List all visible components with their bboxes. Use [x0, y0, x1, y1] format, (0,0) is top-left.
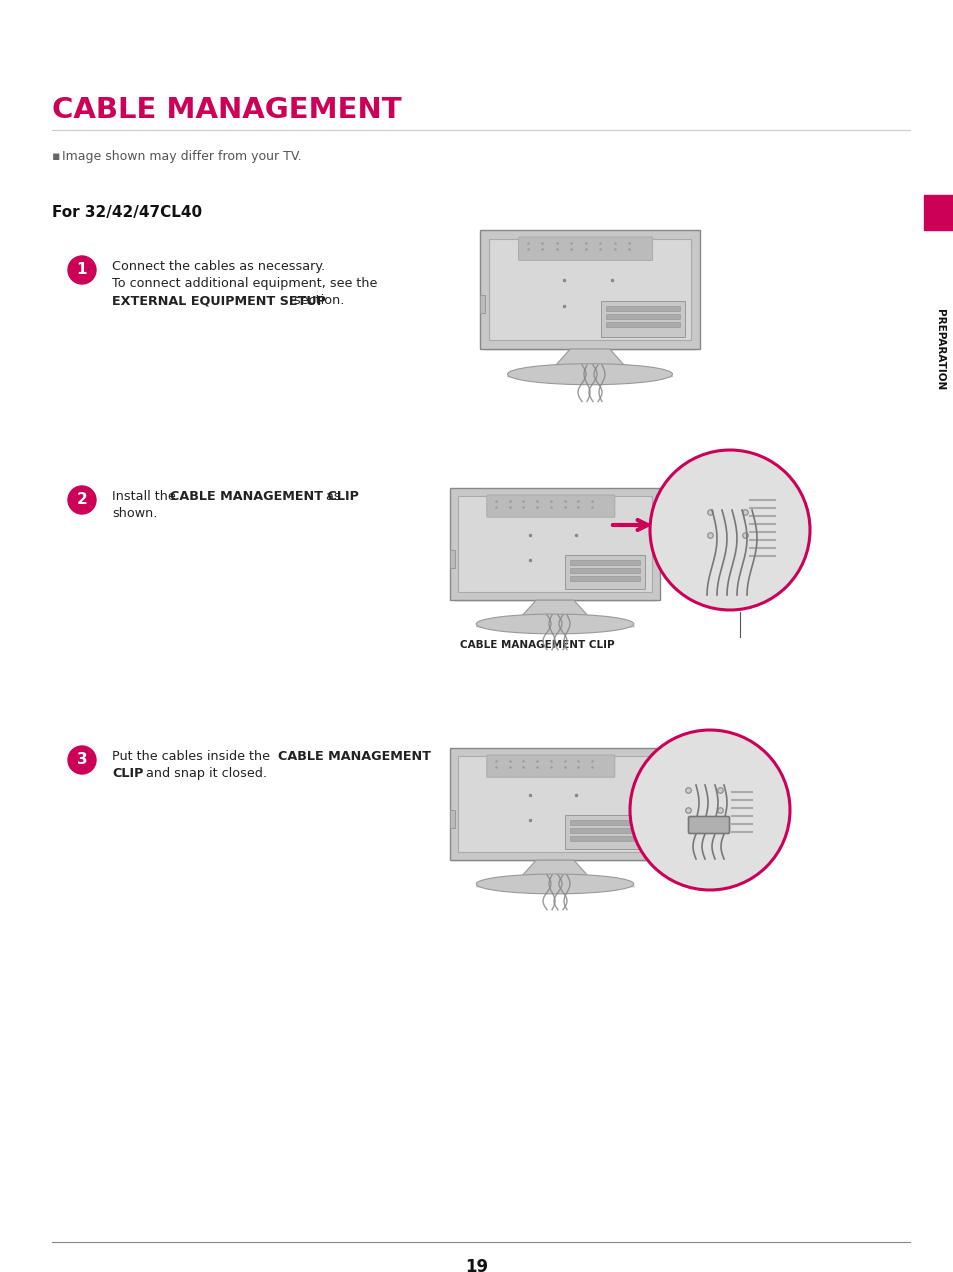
Polygon shape: [517, 600, 591, 619]
Bar: [570, 820, 639, 826]
Circle shape: [68, 486, 96, 514]
FancyBboxPatch shape: [483, 234, 696, 349]
FancyBboxPatch shape: [488, 239, 691, 340]
FancyBboxPatch shape: [518, 237, 652, 261]
Bar: [605, 314, 679, 319]
Text: 3: 3: [76, 753, 88, 767]
Text: as: as: [322, 490, 340, 502]
Text: For 32/42/47CL40: For 32/42/47CL40: [52, 205, 202, 220]
Text: Put the cables inside the: Put the cables inside the: [112, 750, 274, 763]
Circle shape: [68, 256, 96, 284]
Bar: [479, 295, 484, 313]
Bar: [565, 556, 644, 589]
FancyBboxPatch shape: [688, 817, 729, 833]
Text: CLIP: CLIP: [112, 767, 143, 780]
Ellipse shape: [476, 874, 633, 894]
Bar: [565, 815, 644, 848]
FancyBboxPatch shape: [486, 495, 614, 518]
Text: ▪: ▪: [52, 150, 60, 163]
Bar: [605, 307, 679, 312]
Text: 1: 1: [76, 262, 87, 277]
Bar: [605, 322, 679, 327]
Polygon shape: [551, 349, 628, 370]
Bar: [450, 550, 455, 567]
Text: CABLE MANAGEMENT CLIP: CABLE MANAGEMENT CLIP: [170, 490, 358, 502]
FancyBboxPatch shape: [450, 488, 659, 600]
Text: shown.: shown.: [112, 508, 157, 520]
Circle shape: [629, 730, 789, 890]
Bar: [570, 569, 639, 574]
Text: and snap it closed.: and snap it closed.: [142, 767, 267, 780]
Text: CABLE MANAGEMENT: CABLE MANAGEMENT: [52, 95, 401, 123]
Text: section.: section.: [290, 294, 344, 307]
Bar: [600, 301, 684, 337]
Text: PREPARATION: PREPARATION: [934, 309, 944, 391]
Bar: [570, 561, 639, 565]
Text: CABLE MANAGEMENT: CABLE MANAGEMENT: [277, 750, 431, 763]
Polygon shape: [517, 860, 591, 880]
Text: 2: 2: [76, 492, 88, 508]
Bar: [923, 195, 953, 230]
FancyBboxPatch shape: [454, 492, 656, 600]
Circle shape: [649, 450, 809, 611]
Bar: [570, 576, 639, 581]
Ellipse shape: [476, 614, 633, 633]
Bar: [570, 836, 639, 841]
FancyBboxPatch shape: [479, 230, 700, 349]
Text: CABLE MANAGEMENT CLIP: CABLE MANAGEMENT CLIP: [460, 640, 615, 650]
Text: Image shown may differ from your TV.: Image shown may differ from your TV.: [62, 150, 301, 163]
FancyBboxPatch shape: [454, 752, 656, 860]
Text: To connect additional equipment, see the: To connect additional equipment, see the: [112, 277, 377, 290]
FancyBboxPatch shape: [486, 756, 614, 777]
Text: EXTERNAL EQUIPMENT SETUP: EXTERNAL EQUIPMENT SETUP: [112, 294, 326, 307]
Bar: [570, 828, 639, 833]
FancyBboxPatch shape: [458, 757, 651, 852]
Bar: [450, 810, 455, 828]
Text: Install the: Install the: [112, 490, 179, 502]
FancyBboxPatch shape: [450, 748, 659, 860]
Circle shape: [68, 745, 96, 773]
Text: Connect the cables as necessary.: Connect the cables as necessary.: [112, 259, 325, 273]
Ellipse shape: [507, 364, 672, 384]
FancyBboxPatch shape: [458, 496, 651, 591]
Text: 19: 19: [465, 1258, 488, 1272]
